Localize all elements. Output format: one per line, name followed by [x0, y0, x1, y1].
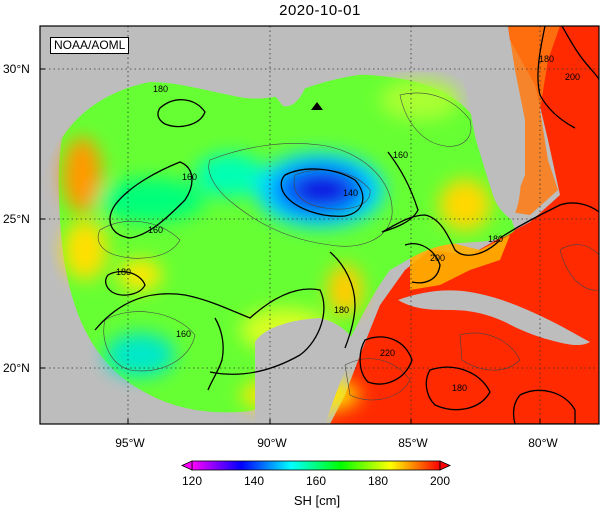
contour-labels: 180 160 160 140 160 180 180 160 180 200 …	[116, 54, 580, 393]
credit-label: NOAA/AOML	[50, 37, 130, 54]
contour-label: 180	[539, 54, 554, 64]
florida-landmass	[430, 26, 521, 220]
lon-label-85: 85°W	[398, 436, 428, 450]
cbar-tick: 180	[368, 474, 388, 488]
contour-label: 160	[182, 172, 197, 182]
colorbar-min-arrow	[181, 460, 193, 471]
lon-labels: 95°W 90°W 85°W 80°W	[115, 436, 558, 450]
colorbar-max-arrow	[439, 460, 451, 471]
us-gulf-coast	[40, 26, 430, 190]
graticule	[40, 26, 599, 424]
contour-label: 180	[452, 383, 467, 393]
mexico-landmass	[40, 190, 150, 424]
mississippi-delta	[275, 82, 305, 107]
lon-label-80: 80°W	[528, 436, 558, 450]
contour-label: 140	[343, 188, 358, 198]
contour-label: 180	[334, 305, 349, 315]
colorbar-label: SH [cm]	[293, 493, 341, 508]
lat-label-30: 30°N	[3, 62, 30, 76]
colorbar: 120 140 160 180 200	[181, 460, 451, 488]
map-frame	[39, 25, 600, 425]
lat-label-25: 25°N	[3, 212, 30, 226]
contour-label: 160	[176, 329, 191, 339]
contour-label: 160	[393, 150, 408, 160]
contour-label: 160	[148, 225, 163, 235]
cbar-tick: 140	[244, 474, 264, 488]
axis-ticks	[40, 68, 541, 424]
major-contours	[94, 26, 599, 424]
contour-label: 200	[565, 72, 580, 82]
contour-label: 180	[116, 267, 131, 277]
lon-label-90: 90°W	[257, 436, 287, 450]
contour-label: 200	[430, 253, 445, 263]
colorbar-ticks: 120 140 160 180 200	[182, 474, 450, 488]
buoy-marker	[311, 102, 323, 110]
cbar-tick: 200	[430, 474, 450, 488]
contour-label: 180	[488, 234, 503, 244]
map-title: 2020-10-01	[279, 2, 361, 19]
colorbar-gradient	[191, 460, 441, 471]
minor-contours	[97, 92, 599, 401]
contour-label: 180	[153, 84, 168, 94]
yucatan-landmass	[255, 318, 355, 424]
lat-label-20: 20°N	[3, 361, 30, 375]
cuba-landmass	[398, 290, 590, 346]
contour-label: 220	[380, 348, 395, 358]
lat-labels: 30°N 25°N 20°N	[3, 62, 30, 375]
cbar-tick: 120	[182, 474, 202, 488]
cbar-tick: 160	[306, 474, 326, 488]
lon-label-95: 95°W	[115, 436, 145, 450]
